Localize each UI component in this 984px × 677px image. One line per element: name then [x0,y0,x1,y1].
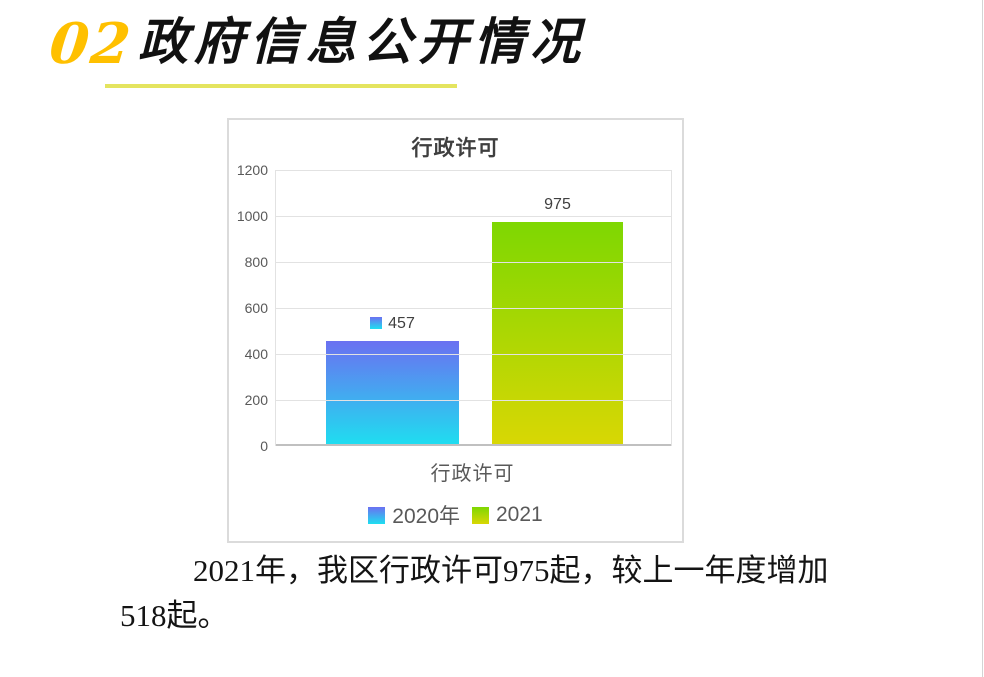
gridline [276,400,671,401]
section-title: 政府信息公开情况 [138,14,586,70]
legend-label: 2020年 [392,505,460,528]
y-axis-tick: 200 [244,392,268,408]
legend-item-2021: 2021 [472,503,543,527]
data-label-value: 457 [388,315,415,332]
paragraph-line: 518起。 [120,598,229,633]
title-underline [105,84,457,88]
chart-title: 行政许可 [411,137,500,160]
y-axis-tick: 1200 [236,162,268,178]
gridline [276,308,671,309]
legend-key-2020-icon [368,506,386,524]
gridline [276,354,671,355]
gridline [276,216,671,217]
gridline [276,170,671,171]
data-label-value: 975 [544,196,571,213]
bar-2021 [492,222,623,446]
y-axis-tick: 400 [244,346,268,362]
bar-2020 [326,341,459,446]
gridline [276,262,671,263]
legend-item-2020: 2020年 [368,500,460,530]
plot-area: 457 975 1200 1000 800 600 400 200 0 [237,162,672,454]
chart-legend: 2020年 2021 [229,500,682,530]
page-right-border [982,0,983,677]
category-axis-label: 行政许可 [430,463,515,485]
data-label-2020: 457 [326,315,459,333]
bar-chart: 行政许可 457 975 1200 1000 800 600 400 200 0 行政许可 … [227,118,684,543]
y-axis-tick: 600 [244,300,268,316]
legend-key-2021-icon [472,506,489,524]
y-axis-tick: 800 [244,254,268,270]
data-label-2021: 975 [492,196,623,214]
series-key-icon [370,317,383,329]
section-number: 02 [46,11,136,77]
y-axis-tick: 0 [260,438,268,454]
y-axis-tick: 1000 [236,208,268,224]
legend-label: 2021 [496,503,543,526]
x-axis-line [276,444,671,446]
paragraph-line: 2021年，我区行政许可975起，较上一年度增加 [193,553,829,588]
body-paragraph: 2021年，我区行政许可975起，较上一年度增加 518起。 [120,548,895,638]
